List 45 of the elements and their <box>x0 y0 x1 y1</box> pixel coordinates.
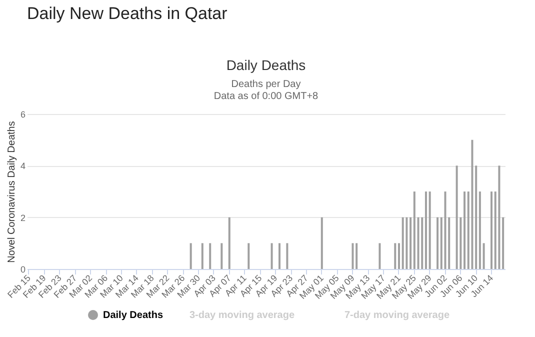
bar <box>444 192 446 269</box>
bar <box>413 192 416 269</box>
bar <box>498 166 500 269</box>
bar <box>410 217 412 269</box>
bar <box>394 243 396 269</box>
bar <box>190 243 192 269</box>
bar <box>490 192 493 269</box>
bar <box>378 243 381 269</box>
bar <box>320 217 323 269</box>
legend-label: Daily Deaths <box>103 310 164 321</box>
bar <box>352 243 354 269</box>
bar <box>417 217 420 269</box>
bar <box>436 217 439 269</box>
bar <box>248 243 250 269</box>
bar <box>424 192 427 269</box>
bar <box>209 243 212 269</box>
bar <box>356 243 358 269</box>
bar <box>482 243 485 269</box>
bar <box>220 243 223 269</box>
bar <box>286 243 288 269</box>
bar <box>428 192 431 269</box>
text: Data as of 0:00 GMT+8 <box>214 91 319 102</box>
text: Daily Deaths <box>226 57 306 73</box>
bar <box>475 166 478 269</box>
bar <box>471 140 474 269</box>
bar <box>228 217 230 269</box>
bar <box>201 243 204 269</box>
bar <box>478 192 481 269</box>
y-tick-label: 0 <box>20 264 26 274</box>
text: Deaths per Day <box>231 79 301 90</box>
y-axis-title: Novel Coronavirus Daily Deaths <box>6 121 18 263</box>
bar <box>402 217 404 269</box>
y-tick-label: 6 <box>20 110 26 120</box>
bar <box>406 217 408 269</box>
chart-title: Daily New Deaths in Qatar <box>27 4 228 23</box>
bar <box>278 243 280 269</box>
bar <box>502 217 504 269</box>
y-tick-label: 4 <box>20 161 26 172</box>
bar <box>270 243 273 269</box>
bar <box>456 166 458 269</box>
bar <box>421 217 424 269</box>
bar <box>440 217 442 269</box>
bar <box>398 243 400 269</box>
bar <box>464 192 466 269</box>
y-tick-label: 2 <box>20 212 26 223</box>
